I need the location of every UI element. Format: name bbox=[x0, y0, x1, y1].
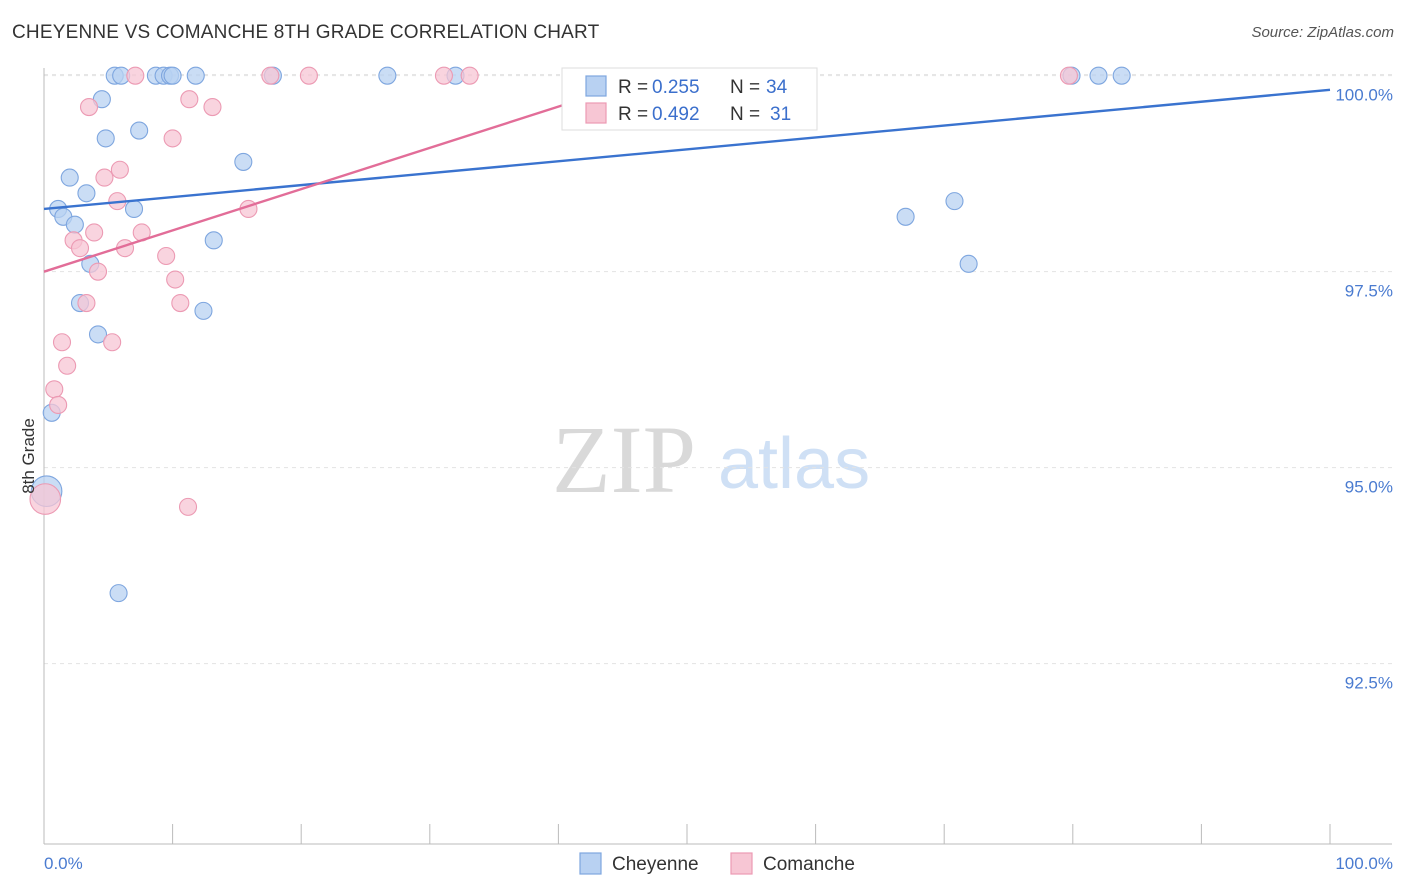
point-comanche bbox=[49, 395, 68, 415]
point-comanche bbox=[299, 66, 318, 85]
legend-swatch-cheyenne bbox=[585, 75, 607, 97]
point-cheyenne bbox=[109, 584, 128, 603]
watermark-zip: ZIP bbox=[552, 406, 696, 513]
chart-title: CHEYENNE VS COMANCHE 8TH GRADE CORRELATI… bbox=[12, 22, 600, 43]
point-cheyenne bbox=[234, 152, 253, 171]
point-cheyenne bbox=[945, 192, 964, 211]
trend-line-cheyenne bbox=[43, 88, 1331, 211]
point-comanche bbox=[45, 380, 64, 399]
watermark-atlas: atlas bbox=[718, 424, 870, 504]
point-cheyenne bbox=[60, 168, 79, 187]
legend-n-label-1: N = bbox=[730, 77, 760, 98]
point-cheyenne bbox=[88, 325, 108, 344]
point-comanche bbox=[58, 356, 77, 375]
point-comanche bbox=[88, 262, 108, 281]
y-axis-title: 8th Grade bbox=[19, 418, 38, 494]
point-comanche bbox=[1059, 66, 1078, 85]
y-tick-label: 97.5% bbox=[1345, 282, 1393, 301]
point-comanche bbox=[434, 66, 453, 85]
point-cheyenne bbox=[1089, 66, 1108, 85]
point-comanche bbox=[171, 293, 190, 313]
point-comanche bbox=[77, 293, 96, 313]
point-comanche bbox=[166, 270, 185, 289]
point-comanche bbox=[126, 66, 145, 85]
bottom-legend-label-comanche: Comanche bbox=[763, 854, 855, 875]
point-layer bbox=[29, 66, 1131, 603]
point-comanche bbox=[52, 333, 72, 352]
point-comanche bbox=[180, 90, 199, 109]
bottom-legend-swatch-comanche bbox=[730, 852, 753, 875]
point-comanche bbox=[29, 483, 62, 515]
point-cheyenne bbox=[959, 254, 978, 273]
point-cheyenne bbox=[124, 199, 144, 219]
point-comanche bbox=[85, 223, 104, 242]
point-comanche bbox=[163, 129, 182, 148]
source-label: Source: ZipAtlas.com bbox=[1251, 24, 1394, 41]
point-cheyenne bbox=[96, 129, 115, 148]
point-comanche bbox=[261, 66, 280, 85]
point-cheyenne bbox=[186, 66, 205, 85]
trend-layer bbox=[43, 74, 1331, 273]
point-cheyenne bbox=[163, 66, 182, 85]
bottom-legend-swatch-cheyenne bbox=[579, 852, 602, 875]
x-tick-label-min: 0.0% bbox=[44, 854, 83, 873]
legend-r-label-2: R = bbox=[618, 104, 648, 125]
point-cheyenne bbox=[204, 231, 223, 250]
legend-n-value-1: 34 bbox=[766, 77, 788, 98]
legend-r-label-1: R = bbox=[618, 77, 648, 98]
point-cheyenne bbox=[1112, 66, 1131, 85]
legend: R = 0.255 N = 34 R = 0.492 N = 31 bbox=[561, 67, 818, 131]
point-comanche bbox=[157, 246, 176, 266]
y-tick-label: 100.0% bbox=[1335, 86, 1393, 105]
point-cheyenne bbox=[896, 207, 915, 226]
bottom-legend-label-cheyenne: Cheyenne bbox=[612, 854, 699, 875]
x-tick-label-max: 100.0% bbox=[1335, 854, 1393, 873]
point-cheyenne bbox=[130, 121, 149, 140]
point-cheyenne bbox=[194, 301, 213, 320]
legend-n-label-2: N = bbox=[730, 104, 760, 125]
y-tick-label: 95.0% bbox=[1345, 478, 1393, 497]
y-tick-label: 92.5% bbox=[1345, 674, 1393, 693]
trend-line-comanche bbox=[43, 74, 656, 273]
point-comanche bbox=[178, 497, 198, 516]
bottom-legend: Cheyenne Comanche bbox=[579, 852, 855, 875]
point-comanche bbox=[110, 160, 129, 179]
point-comanche bbox=[103, 333, 122, 352]
legend-r-value-1: 0.255 bbox=[652, 77, 700, 98]
point-cheyenne bbox=[65, 215, 84, 234]
point-comanche bbox=[79, 97, 99, 117]
point-comanche bbox=[95, 168, 114, 187]
point-comanche bbox=[70, 239, 90, 258]
legend-swatch-comanche bbox=[585, 102, 607, 124]
legend-n-value-2: 31 bbox=[770, 104, 791, 125]
axis-layer: 92.5% 95.0% 97.5% 100.0% 0.0% 100.0% bbox=[43, 68, 1393, 873]
point-comanche bbox=[460, 66, 479, 85]
point-cheyenne bbox=[378, 66, 397, 85]
point-cheyenne bbox=[77, 184, 96, 203]
legend-r-value-2: 0.492 bbox=[652, 104, 700, 125]
point-comanche bbox=[203, 97, 222, 117]
